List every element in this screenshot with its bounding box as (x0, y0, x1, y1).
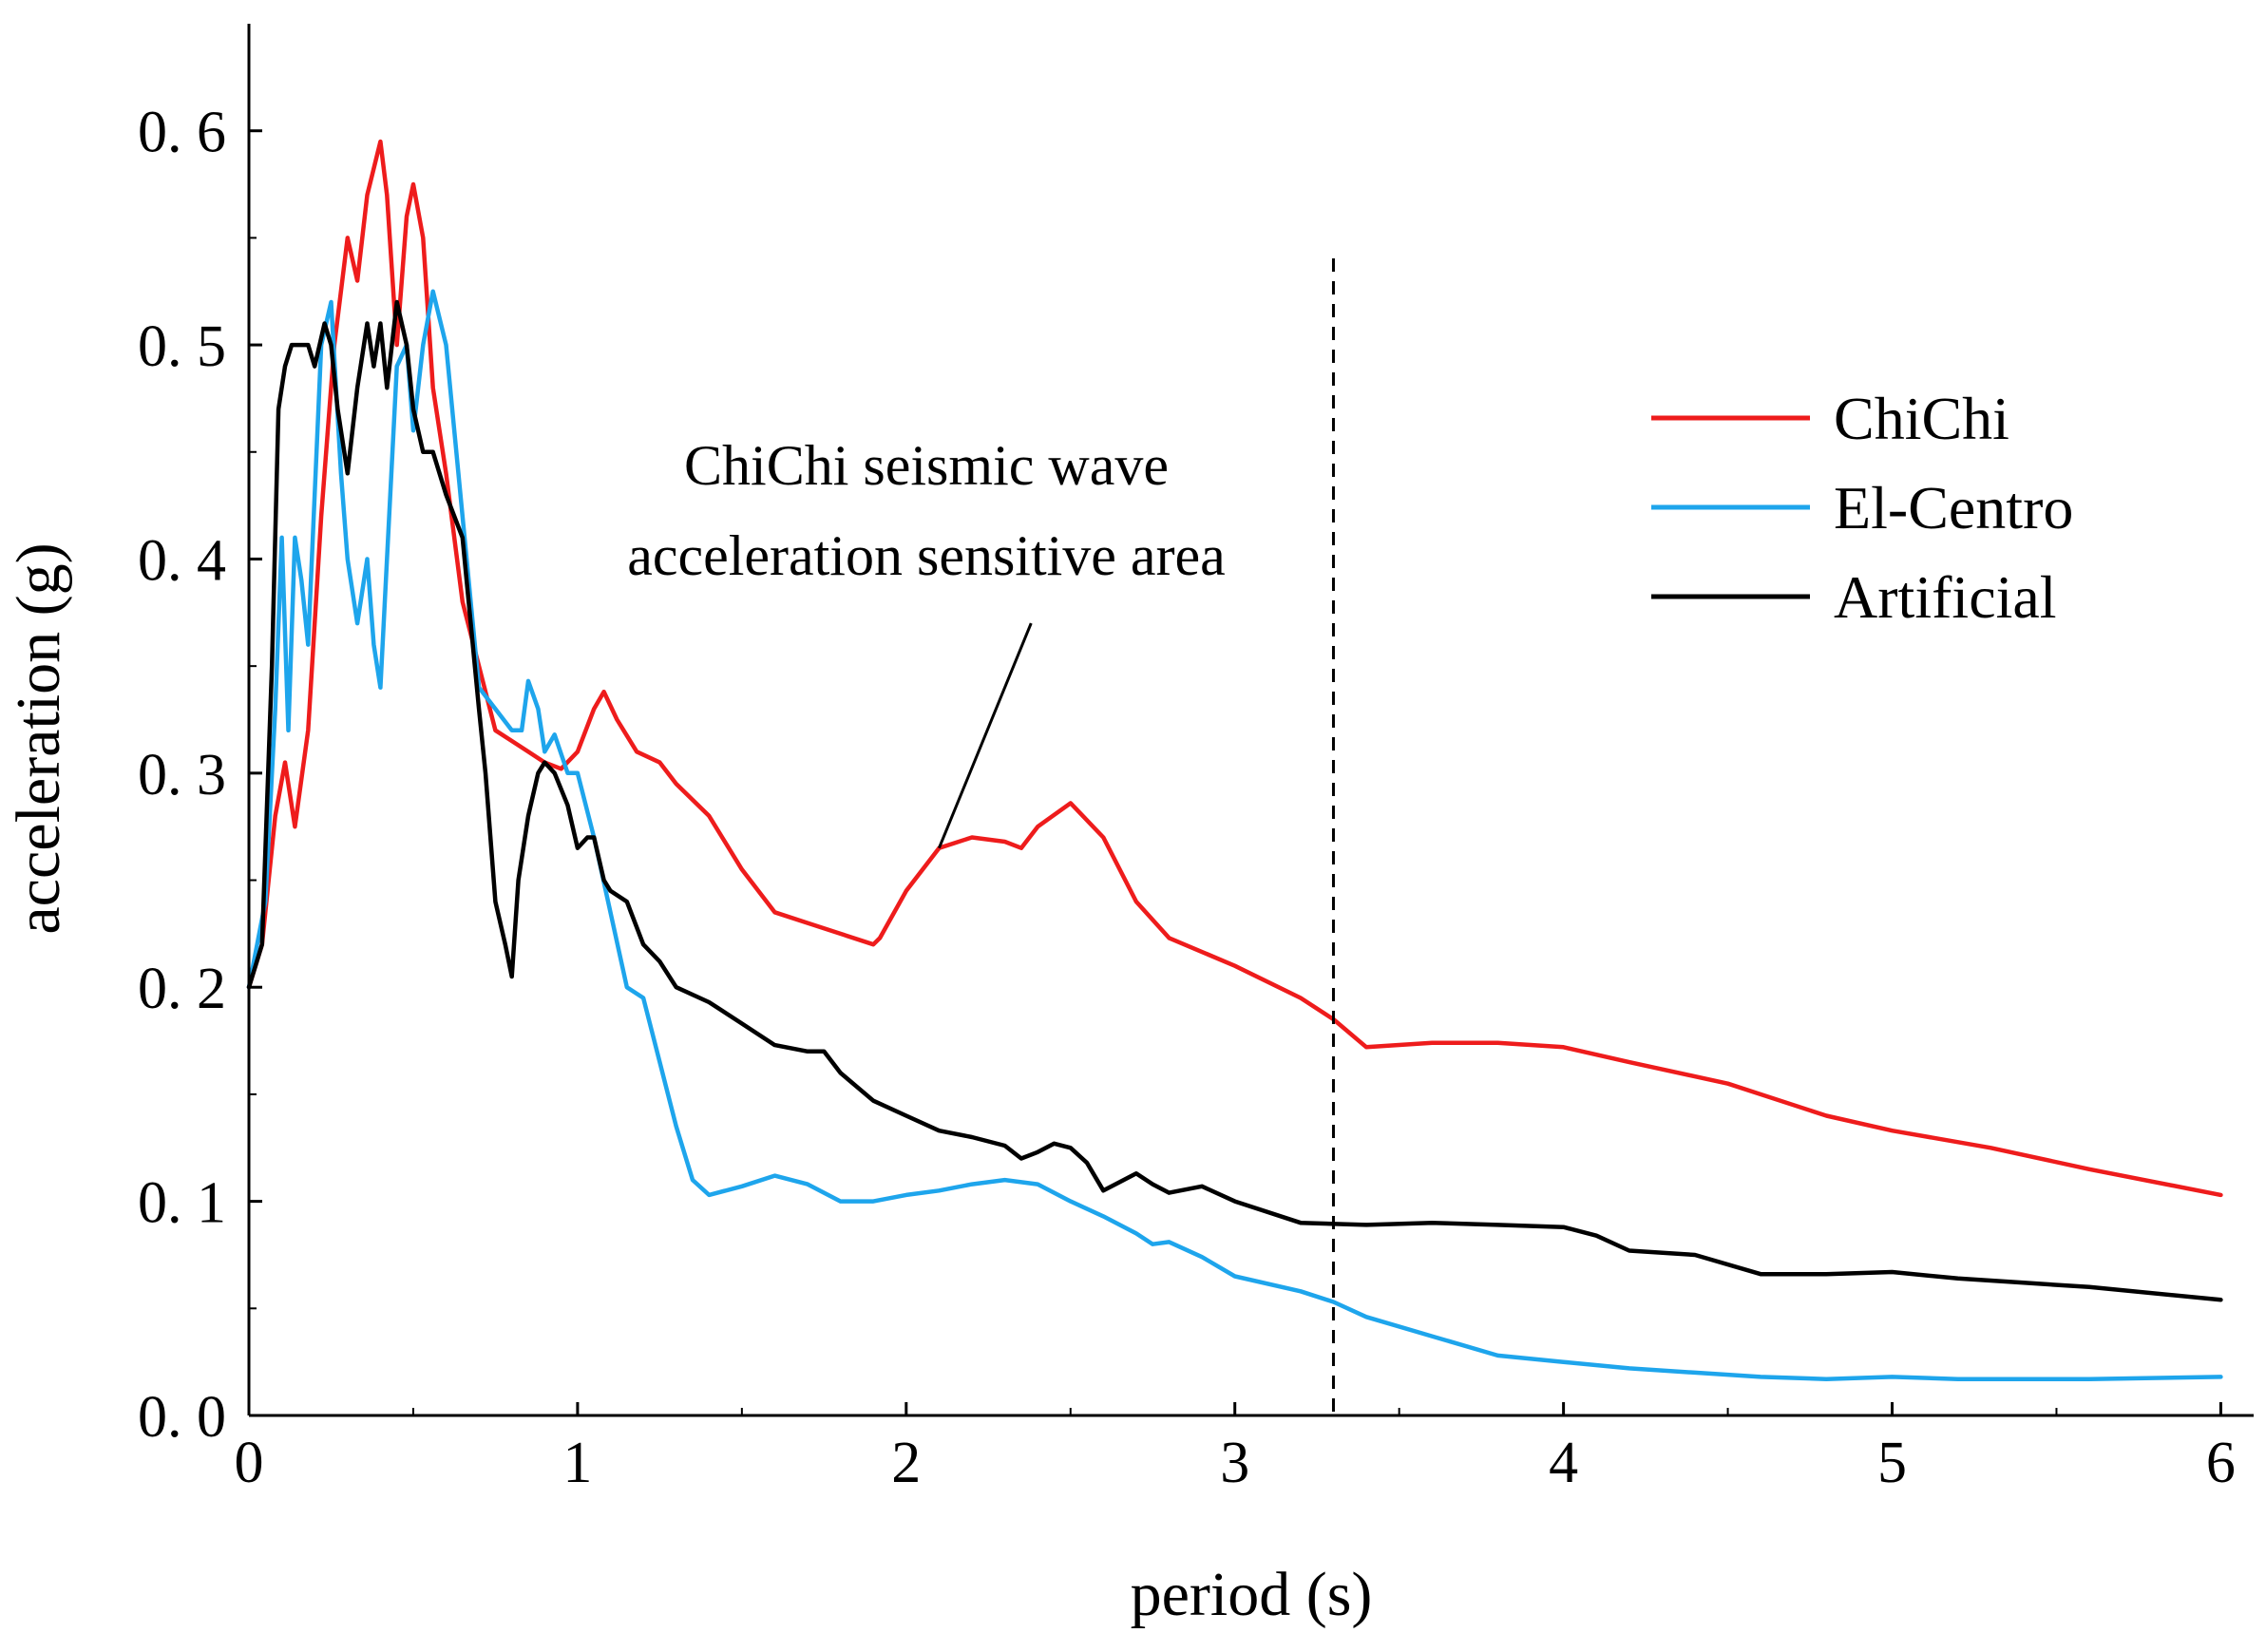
y-tick-label: 0. 3 (138, 743, 226, 807)
annotation-text-line-2: acceleration sensitive area (627, 524, 1226, 587)
legend-label-chichi: ChiChi (1834, 385, 2009, 452)
axes: 0 1 2 3 4 5 6 0. 0 0. 1 0. 2 0. 3 0. 4 0. 5 0. 6 (138, 24, 2254, 1495)
x-ticks: 0 1 2 3 4 5 6 (235, 1402, 2236, 1495)
x-tick-label: 6 (2206, 1431, 2236, 1495)
legend-label-artificial: Artificial (1834, 563, 2057, 631)
annotation-text-line-1: ChiChi seismic wave (684, 434, 1169, 497)
y-tick-label: 0. 6 (138, 101, 226, 165)
annotation-pointer-line (938, 622, 1033, 849)
x-tick-label: 2 (891, 1431, 921, 1495)
series-line-chichi (246, 139, 2223, 1198)
x-tick-label: 3 (1220, 1431, 1249, 1495)
y-axis-title: acceleration (g) (4, 542, 73, 934)
x-tick-label: 4 (1549, 1431, 1578, 1495)
y-ticks: 0. 0 0. 1 0. 2 0. 3 0. 4 0. 5 0. 6 (138, 101, 262, 1450)
series-layer (246, 139, 2223, 1381)
y-tick-label: 0. 1 (138, 1171, 226, 1236)
x-tick-label: 1 (562, 1431, 592, 1495)
y-tick-label: 0. 2 (138, 957, 226, 1021)
legend: ChiChi El-Centro Artificial (1651, 385, 2073, 631)
legend-label-el-centro: El-Centro (1834, 474, 2073, 541)
x-tick-label: 0 (235, 1431, 264, 1495)
y-tick-label: 0. 0 (138, 1385, 226, 1450)
series-line-el-centro (246, 289, 2223, 1381)
x-tick-label: 5 (1877, 1431, 1907, 1495)
y-tick-label: 0. 4 (138, 528, 226, 593)
x-axis-title: period (s) (1131, 1560, 1373, 1629)
y-tick-label: 0. 5 (138, 314, 226, 379)
plot-area (246, 139, 2223, 1415)
annotation: ChiChi seismic wave acceleration sensiti… (627, 434, 1226, 849)
